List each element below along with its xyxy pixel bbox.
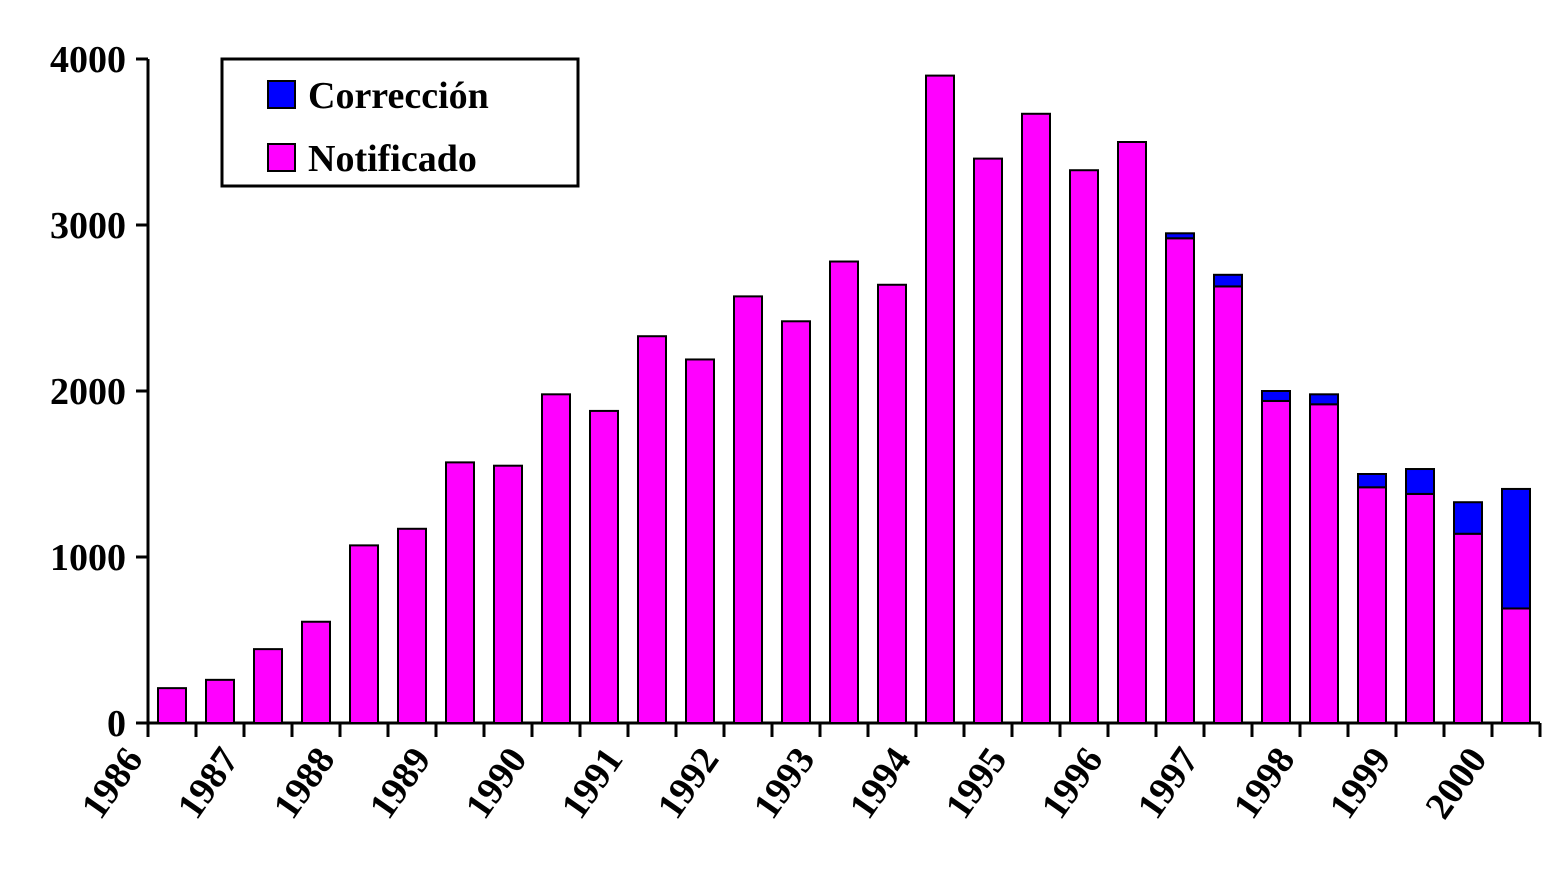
- legend-swatch: [267, 80, 296, 109]
- bar-segment: [349, 544, 379, 724]
- bar-segment: [493, 464, 523, 724]
- y-tick-label: 1000: [50, 537, 126, 579]
- bar-segment: [1213, 273, 1243, 288]
- bar-segment: [301, 620, 331, 724]
- bar-segment: [1453, 501, 1483, 535]
- bar-segment: [1453, 532, 1483, 725]
- bar-segment: [1021, 112, 1051, 724]
- legend-label: Corrección: [308, 75, 489, 117]
- bar-segment: [685, 358, 715, 724]
- legend: Corrección Notificado: [220, 57, 580, 188]
- bar-segment: [1117, 141, 1147, 724]
- y-tick-label: 4000: [50, 39, 126, 81]
- bar-segment: [445, 461, 475, 724]
- x-tick-label: 1991: [553, 740, 631, 826]
- bar-segment: [1405, 468, 1435, 495]
- bar-segment: [781, 320, 811, 724]
- x-tick-label: 1992: [649, 740, 727, 826]
- x-tick-label: 1986: [73, 740, 151, 826]
- x-tick-label: 2000: [1417, 740, 1495, 826]
- bar-segment: [1309, 393, 1339, 406]
- legend-swatch: [267, 143, 296, 172]
- bar-segment: [637, 335, 667, 724]
- y-tick-label: 0: [107, 703, 126, 745]
- x-tick-label: 1997: [1129, 740, 1207, 826]
- x-tick-label: 1999: [1321, 740, 1399, 826]
- bar-segment: [397, 527, 427, 725]
- bar-segment: [1309, 403, 1339, 724]
- y-tick-label: 2000: [50, 371, 126, 413]
- x-tick-label: 1987: [169, 740, 247, 826]
- x-tick-label: 1995: [937, 740, 1015, 826]
- bar-segment: [1501, 607, 1531, 725]
- legend-label: Notificado: [308, 138, 477, 180]
- x-tick-label: 1996: [1033, 740, 1111, 826]
- x-tick-label: 1998: [1225, 740, 1303, 826]
- x-tick-label: 1989: [361, 740, 439, 826]
- bar-segment: [205, 678, 235, 725]
- bar-segment: [973, 157, 1003, 725]
- bar-segment: [1213, 285, 1243, 724]
- bar-segment: [877, 283, 907, 724]
- x-tick-label: 1993: [745, 740, 823, 826]
- bar-segment: [1261, 390, 1291, 402]
- bar-segment: [1165, 232, 1195, 240]
- bar-segment: [1261, 399, 1291, 724]
- bar-segment: [1357, 486, 1387, 724]
- bar-segment: [541, 393, 571, 724]
- x-tick-label: 1990: [457, 740, 535, 826]
- bar-segment: [733, 295, 763, 724]
- bar-segment: [1165, 237, 1195, 724]
- x-tick-label: 1994: [841, 740, 919, 826]
- y-tick-label: 3000: [50, 205, 126, 247]
- bar-segment: [1357, 473, 1387, 489]
- bar-segment: [253, 648, 283, 725]
- bar-segment: [1405, 492, 1435, 725]
- bar-segment: [925, 74, 955, 725]
- bar-segment: [1069, 169, 1099, 725]
- bar-segment: [157, 687, 187, 725]
- x-tick-label: 1988: [265, 740, 343, 826]
- bar-segment: [1501, 487, 1531, 610]
- bar-segment: [589, 409, 619, 724]
- bar-segment: [829, 260, 859, 724]
